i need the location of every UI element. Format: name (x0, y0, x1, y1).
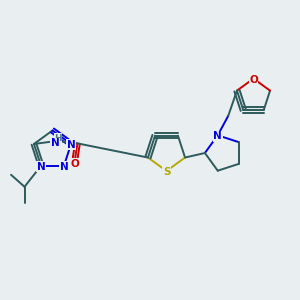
Text: O: O (249, 75, 258, 85)
Text: N: N (67, 140, 75, 150)
Text: N: N (51, 139, 59, 148)
Text: O: O (70, 159, 79, 169)
Text: N: N (60, 162, 68, 172)
Text: H: H (54, 134, 62, 143)
Text: N: N (213, 131, 222, 141)
Text: N: N (37, 162, 45, 172)
Text: S: S (163, 167, 170, 177)
